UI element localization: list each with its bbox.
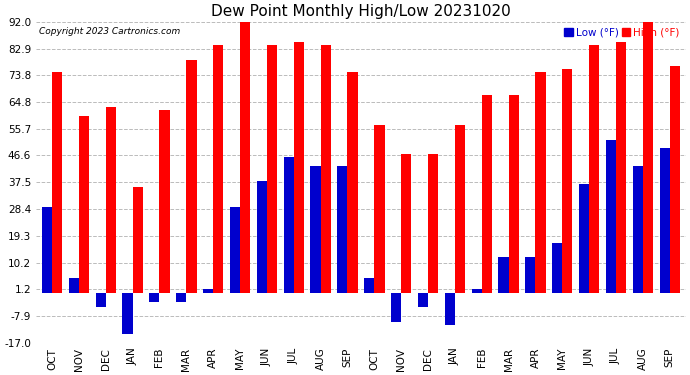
Bar: [364, 278, 374, 293]
Bar: [643, 22, 653, 293]
Bar: [428, 154, 438, 293]
Bar: [374, 125, 384, 293]
Bar: [213, 45, 224, 293]
Text: Copyright 2023 Cartronics.com: Copyright 2023 Cartronics.com: [39, 27, 180, 36]
Bar: [122, 293, 132, 334]
Bar: [95, 293, 106, 308]
Bar: [552, 243, 562, 293]
Bar: [525, 257, 535, 293]
Bar: [391, 293, 401, 322]
Bar: [498, 257, 509, 293]
Bar: [660, 148, 670, 293]
Bar: [257, 181, 267, 293]
Bar: [455, 125, 465, 293]
Bar: [42, 207, 52, 293]
Legend: Low (°F), High (°F): Low (°F), High (°F): [563, 27, 680, 39]
Bar: [176, 293, 186, 302]
Bar: [471, 289, 482, 293]
Bar: [132, 187, 143, 293]
Bar: [348, 72, 357, 293]
Bar: [186, 60, 197, 293]
Bar: [321, 45, 331, 293]
Bar: [149, 293, 159, 302]
Bar: [337, 166, 348, 293]
Bar: [562, 69, 573, 293]
Bar: [509, 95, 519, 293]
Bar: [310, 166, 321, 293]
Bar: [606, 140, 616, 293]
Bar: [69, 278, 79, 293]
Bar: [240, 22, 250, 293]
Bar: [267, 45, 277, 293]
Bar: [230, 207, 240, 293]
Bar: [52, 72, 62, 293]
Bar: [79, 116, 89, 293]
Title: Dew Point Monthly High/Low 20231020: Dew Point Monthly High/Low 20231020: [211, 4, 511, 19]
Bar: [106, 107, 116, 293]
Bar: [418, 293, 428, 308]
Bar: [203, 289, 213, 293]
Bar: [482, 95, 492, 293]
Bar: [616, 42, 627, 293]
Bar: [579, 184, 589, 293]
Bar: [633, 166, 643, 293]
Bar: [444, 293, 455, 325]
Bar: [159, 110, 170, 293]
Bar: [670, 66, 680, 293]
Bar: [401, 154, 411, 293]
Bar: [535, 72, 546, 293]
Bar: [284, 157, 294, 293]
Bar: [589, 45, 600, 293]
Bar: [294, 42, 304, 293]
